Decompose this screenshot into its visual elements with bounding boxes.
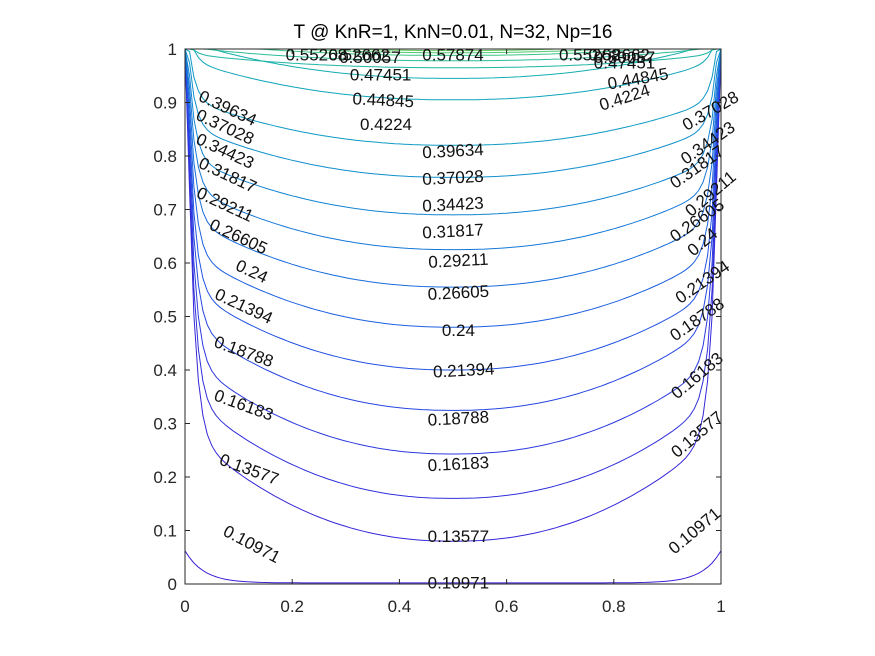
contour-label-47: 0.10971 [665, 504, 724, 558]
y-tick-label: 0.1 [153, 522, 177, 541]
contour-label-8: 0.47451 [350, 66, 411, 85]
contour-label-3: 0.57874 [422, 45, 483, 64]
y-tick-label: 0 [168, 575, 177, 594]
x-tick-label: 0 [180, 597, 189, 616]
contour-label-36: 0.18788 [212, 332, 276, 371]
contour-label-30: 0.24 [233, 256, 271, 287]
contour-label-16: 0.37028 [422, 167, 484, 189]
contour-label-46: 0.10971 [428, 573, 489, 592]
contour-label-0: 0.55268 [286, 45, 347, 64]
contour-label-27: 0.26605 [207, 215, 271, 258]
y-tick-label: 0.6 [153, 254, 177, 273]
contour-label-37: 0.18788 [427, 408, 489, 430]
contour-line-15 [185, 48, 721, 62]
contour-label-25: 0.29211 [428, 250, 489, 272]
contour-lines [184, 48, 722, 584]
contour-line-8 [184, 48, 722, 251]
contour-label-31: 0.24 [442, 321, 475, 340]
contour-label-1: 0.52662 [328, 45, 389, 64]
contour-label-45: 0.10971 [220, 522, 283, 568]
contour-line-9 [184, 48, 722, 216]
y-tick-label: 1 [168, 40, 177, 59]
contour-label-5: 0.52662 [588, 45, 649, 64]
contour-label-22: 0.31817 [422, 220, 484, 242]
x-tick-label: 0.2 [280, 597, 304, 616]
axes: 0 0.2 0.4 0.6 0.8 1 0 0.1 0.2 0.3 0.4 0.5 0.6 0.7 0.8 0… [153, 40, 725, 616]
y-tick-label: 0.7 [153, 201, 177, 220]
x-tick-label: 0.6 [495, 597, 519, 616]
contour-line-14 [185, 48, 721, 69]
contour-label-39: 0.16183 [212, 386, 276, 425]
contour-label-41: 0.16183 [668, 349, 727, 403]
y-tick-label: 0.3 [153, 415, 177, 434]
contour-line-5 [184, 48, 722, 371]
contour-line-6 [184, 48, 722, 328]
contour-label-43: 0.13577 [428, 527, 489, 546]
contour-label-44: 0.13577 [668, 408, 727, 462]
contour-label-38: 0.18788 [667, 294, 728, 345]
contour-line-4 [184, 48, 722, 411]
contour-label-12: 0.4224 [360, 115, 412, 134]
contour-label-6: 0.50057 [594, 48, 655, 67]
contour-line-3 [184, 48, 722, 455]
x-tick-label: 0.8 [602, 597, 626, 616]
contour-label-40: 0.16183 [427, 453, 489, 475]
contour-label-4: 0.55268 [559, 45, 620, 64]
y-tick-label: 0.9 [153, 94, 177, 113]
contour-label-10: 0.44845 [352, 89, 414, 111]
y-tick-label: 0.8 [153, 147, 177, 166]
contour-line-11 [184, 48, 722, 146]
contour-label-34: 0.21394 [433, 359, 495, 381]
contour-line-1 [184, 48, 722, 542]
x-tick-label: 1 [716, 597, 725, 616]
contour-label-42: 0.13577 [217, 450, 281, 489]
contour-label-35: 0.21394 [672, 257, 733, 308]
chart-title: T @ KnR=1, KnN=0.01, N=32, Np=16 [294, 22, 613, 43]
contour-line-10 [184, 48, 722, 178]
y-tick-label: 0.5 [153, 308, 177, 327]
contour-line-13 [185, 48, 721, 79]
contour-line-0 [184, 550, 722, 584]
contour-line-2 [184, 48, 722, 499]
x-tick-label: 0.4 [388, 597, 412, 616]
contour-line-12 [185, 48, 721, 101]
contour-label-7: 0.47451 [594, 53, 655, 72]
y-tick-label: 0.4 [153, 361, 177, 380]
contour-line-7 [184, 48, 722, 288]
y-tick-label: 0.2 [153, 468, 177, 487]
contour-label-14: 0.39634 [422, 140, 484, 162]
contour-label-2: 0.50057 [339, 48, 400, 67]
contour-label-19: 0.34423 [422, 194, 484, 216]
contour-label-28: 0.26605 [427, 282, 489, 304]
contour-line-16 [185, 48, 721, 56]
